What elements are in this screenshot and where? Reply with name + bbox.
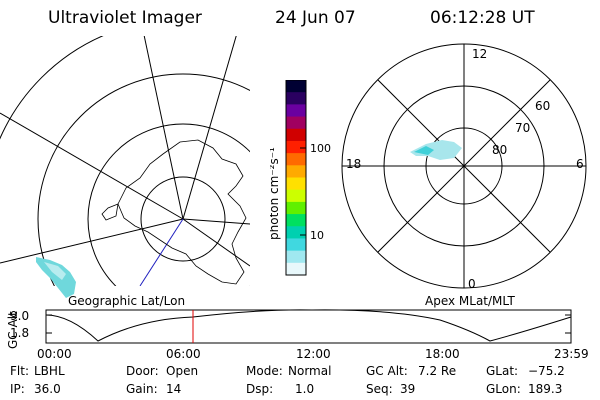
y-axis-label: GC Alt: [6, 311, 20, 349]
colorbar-swatch: [286, 226, 306, 240]
meridian-line: [0, 112, 184, 220]
latitude-circle: [87, 123, 250, 286]
colorbar-swatch: [286, 140, 306, 154]
meridian-line: [182, 36, 237, 220]
mlat-label-60: 60: [535, 99, 550, 113]
info-key-glat: GLat:: [486, 364, 519, 378]
info-key-dsp: Dsp:: [246, 382, 274, 396]
colorbar-swatch: [286, 189, 306, 203]
info-value-dsp: 1.0: [295, 382, 315, 396]
altitude-curve: [45, 309, 572, 342]
aurora-oval: [414, 146, 434, 155]
info-key-gain: Gain:: [126, 382, 158, 396]
info-value-mode: Normal: [288, 364, 332, 378]
info-value-flt: LBHL: [34, 364, 65, 378]
mlt-label-18: 18: [346, 157, 361, 171]
colorbar-swatch: [286, 214, 306, 227]
date-label: 24 Jun 07: [275, 8, 356, 28]
info-value-gcalt: 7.2 Re: [418, 364, 457, 378]
colorbar-swatch: [286, 250, 306, 264]
y-tick-label: 1.8: [10, 326, 29, 340]
colorbar-swatch: [286, 177, 306, 191]
colorbar-swatch: [286, 80, 306, 93]
x-tick-label: 23:59: [554, 347, 589, 361]
info-value-gain: 14: [166, 382, 182, 396]
meridian-line: [182, 218, 250, 225]
meridian-line: [143, 36, 184, 220]
colorbar-swatch: [286, 116, 306, 130]
aurora-oval: [410, 140, 462, 160]
left-panel-caption: Geographic Lat/Lon: [68, 294, 186, 308]
colorbar-swatch: [286, 92, 306, 105]
coastline-peninsula: [101, 203, 119, 221]
info-value-ip: 36.0: [34, 382, 61, 396]
colorbar-swatch: [286, 104, 306, 118]
info-value-glon: 189.3: [528, 382, 563, 396]
colorbar-swatch: [286, 153, 306, 166]
colorbar-swatch: [286, 201, 306, 215]
x-tick-label: 18:00: [425, 347, 460, 361]
info-value-glat: −75.2: [528, 364, 565, 378]
coastline-antarctica: [117, 139, 247, 285]
info-key-glon: GLon:: [486, 382, 521, 396]
altitude-plot-frame: [45, 309, 572, 344]
info-key-seq: Seq:: [366, 382, 393, 396]
mlt-meridian: [377, 79, 551, 253]
x-tick-label: 00:00: [37, 347, 72, 361]
time-label: 06:12:28 UT: [430, 8, 535, 28]
colorbar-swatch: [286, 262, 306, 276]
info-key-door: Door:: [126, 364, 159, 378]
mlt-label-12: 12: [472, 47, 487, 61]
info-key-flt: Flt:: [10, 364, 29, 378]
aurora-emission: [44, 262, 66, 280]
colorbar-tick-label: 100: [310, 142, 331, 155]
info-key-gcalt: GC Alt:: [366, 364, 408, 378]
colorbar-frame: [285, 80, 307, 276]
right-panel-caption: Apex MLat/MLT: [425, 294, 515, 308]
info-key-mode: Mode:: [246, 364, 283, 378]
colorbar-tick-label: 10: [310, 229, 324, 242]
colorbar-swatch: [286, 128, 306, 142]
info-key-ip: IP:: [10, 382, 25, 396]
altitude-plot: 9.0 1.8 GC Alt 00:00 06:00 12:00 18:00 2…: [6, 309, 589, 361]
geographic-map: [0, 36, 250, 298]
colorbar-swatch: [286, 165, 306, 179]
mlt-label-0: 0: [468, 277, 476, 291]
instrument-title: Ultraviolet Imager: [48, 8, 202, 28]
y-tick-label: 9.0: [10, 309, 29, 323]
mlat-label-70: 70: [515, 121, 530, 135]
latitude-circle: [140, 176, 226, 262]
info-value-seq: 39: [400, 382, 416, 396]
meridian-line: [0, 218, 184, 264]
apex-mlt-dial: 12 18 6 0 60 70 80: [341, 43, 587, 291]
meridian-line: [139, 218, 184, 286]
mlat-label-80: 80: [492, 143, 507, 157]
colorbar-swatch: [286, 238, 306, 252]
aurora-emission: [36, 257, 76, 298]
x-tick-label: 12:00: [296, 347, 331, 361]
colorbar: 100 10 photon cm⁻²s⁻¹: [270, 80, 331, 276]
mlt-label-6: 6: [576, 157, 584, 171]
colorbar-unit-label: photon cm⁻²s⁻¹: [270, 147, 281, 240]
x-tick-label: 06:00: [166, 347, 201, 361]
meridian-line: [182, 218, 250, 267]
latitude-circle: [37, 73, 250, 286]
info-value-door: Open: [166, 364, 199, 378]
